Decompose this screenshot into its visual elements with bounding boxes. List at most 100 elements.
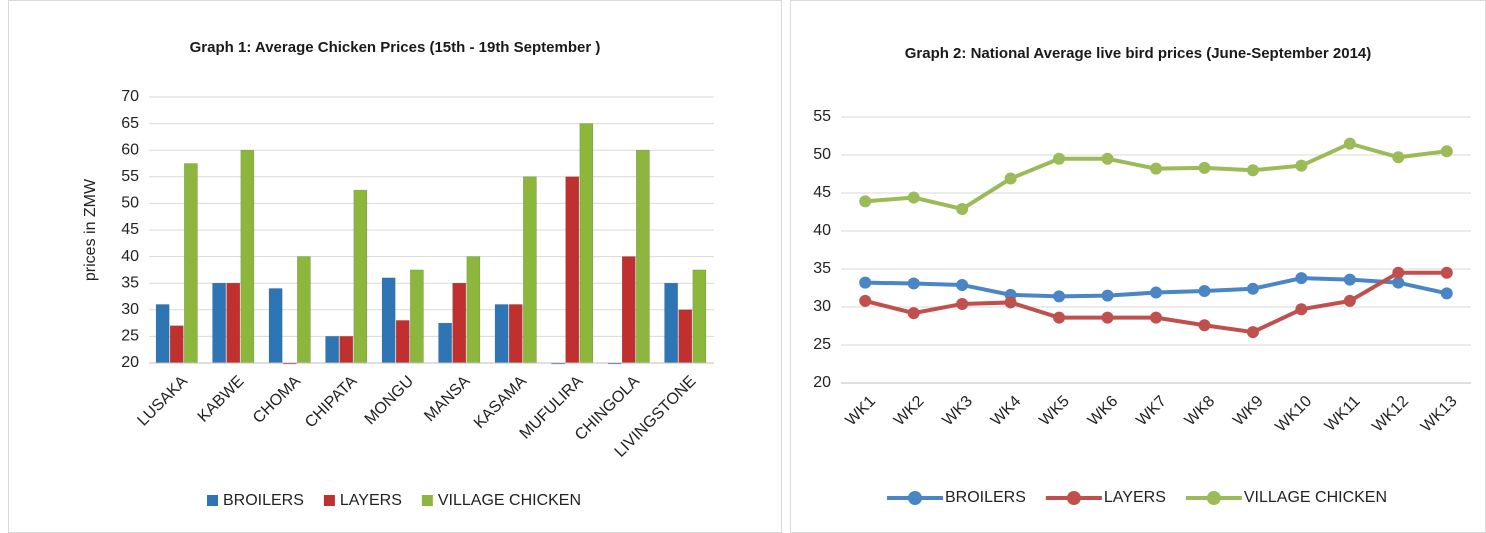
chart: 20 25 30 35 40 45 50 55 WK1 WK2 WK3 WK4 WK5 WK6 WK7 WK8… <box>813 108 1471 506</box>
y-tick-label: 30 <box>121 301 139 318</box>
legend-key <box>206 495 218 506</box>
marker <box>956 278 969 291</box>
x-tick-label: WK12 <box>1369 393 1412 436</box>
marker <box>859 294 872 307</box>
x-tick-label: WK5 <box>1036 393 1073 430</box>
y-tick-label: 55 <box>813 108 831 125</box>
x-tick-label: WK1 <box>843 393 880 430</box>
marker <box>1392 266 1405 279</box>
legend-key <box>323 495 335 506</box>
marker <box>1101 152 1114 165</box>
marker <box>1198 319 1211 332</box>
bar <box>438 322 452 364</box>
x-tick-label: WK4 <box>988 393 1025 430</box>
y-tick-label: 30 <box>813 298 831 315</box>
x-tick-label: LUSAKA <box>134 373 191 430</box>
marker <box>1295 159 1308 172</box>
legend-label: VILLAGE CHICKEN <box>438 492 581 509</box>
bar <box>692 269 707 364</box>
marker <box>907 191 920 204</box>
bar <box>240 149 255 364</box>
bar <box>466 256 481 364</box>
legend-item: BROILERS <box>206 492 304 509</box>
marker <box>956 202 969 215</box>
y-tick-label: 35 <box>813 260 831 277</box>
marker <box>1343 294 1356 307</box>
legend-label: BROILERS <box>223 492 304 509</box>
bar <box>297 256 311 364</box>
bar <box>636 149 650 364</box>
y-tick-label: 65 <box>121 115 139 132</box>
x-tick-label: MONGU <box>362 373 417 428</box>
marker <box>1246 164 1259 177</box>
x-tick-label: WK10 <box>1272 393 1315 436</box>
y-tick-label: 55 <box>121 168 139 185</box>
x-tick-label: WK2 <box>891 393 928 430</box>
chart-title: Graph 2: National Average live bird pric… <box>904 45 1372 62</box>
marker <box>1440 287 1453 300</box>
marker <box>1150 162 1162 175</box>
marker <box>1150 286 1162 299</box>
y-tick-label: 40 <box>813 222 831 239</box>
bar <box>565 176 580 364</box>
x-tick-label: WK6 <box>1085 393 1122 430</box>
x-tick-label: WK3 <box>939 393 976 430</box>
x-tick-label: WK9 <box>1230 393 1267 430</box>
marker <box>1392 276 1405 289</box>
bar <box>339 336 354 364</box>
x-tick-label: WK7 <box>1133 393 1170 430</box>
y-tick-label: 50 <box>121 195 139 212</box>
bar <box>226 282 241 364</box>
bar <box>184 163 198 364</box>
legend-item: LAYERS <box>323 492 402 509</box>
bar <box>353 189 368 364</box>
legend-item: BROILERS <box>886 489 1026 506</box>
marker <box>1295 303 1308 316</box>
bar <box>169 325 184 364</box>
y-axis-label: prices in ZMW <box>82 178 99 281</box>
marker <box>907 307 920 320</box>
y-tick-label: 60 <box>121 141 139 158</box>
chart-title: Graph 1: Average Chicken Prices (15th - … <box>189 39 601 56</box>
x-tick-label: WK13 <box>1418 393 1461 436</box>
line <box>865 141 1448 212</box>
marker <box>1150 311 1162 324</box>
marker <box>1440 266 1453 279</box>
marker <box>1101 289 1114 302</box>
legend-item: VILLAGE CHICKEN <box>1185 489 1387 506</box>
legend-label: VILLAGE CHICKEN <box>1244 489 1387 506</box>
legend-key <box>1066 491 1081 505</box>
y-tick-label: 25 <box>813 336 831 353</box>
x-tick-label: KABWE <box>195 373 248 426</box>
legend-key <box>421 495 433 506</box>
y-tick-label: 20 <box>121 354 139 371</box>
bar <box>579 123 594 364</box>
x-tick-label: CHOMA <box>250 373 304 427</box>
marker <box>1053 311 1066 324</box>
marker <box>1004 172 1017 185</box>
legend-label: LAYERS <box>340 492 402 509</box>
marker <box>859 276 872 289</box>
y-tick-label: 25 <box>121 328 139 345</box>
marker <box>1198 285 1211 298</box>
bar <box>678 309 693 364</box>
y-tick-label: 45 <box>813 184 831 201</box>
marker <box>1343 137 1356 150</box>
y-tick-label: 35 <box>121 274 139 291</box>
bar <box>381 277 396 364</box>
marker <box>859 195 872 208</box>
bar <box>268 288 283 364</box>
x-tick-label: MANSA <box>421 373 473 425</box>
bar <box>452 282 467 364</box>
y-tick-label: 45 <box>121 221 139 238</box>
marker <box>1246 326 1259 339</box>
marker <box>1004 296 1017 309</box>
y-tick-label: 70 <box>121 88 139 105</box>
bar <box>395 320 410 364</box>
bar <box>325 336 339 364</box>
marker <box>1343 273 1356 286</box>
marker <box>1440 145 1453 158</box>
marker <box>1392 151 1405 164</box>
chart-panel: Graph 1: Average Chicken Prices (15th - … <box>8 0 782 533</box>
